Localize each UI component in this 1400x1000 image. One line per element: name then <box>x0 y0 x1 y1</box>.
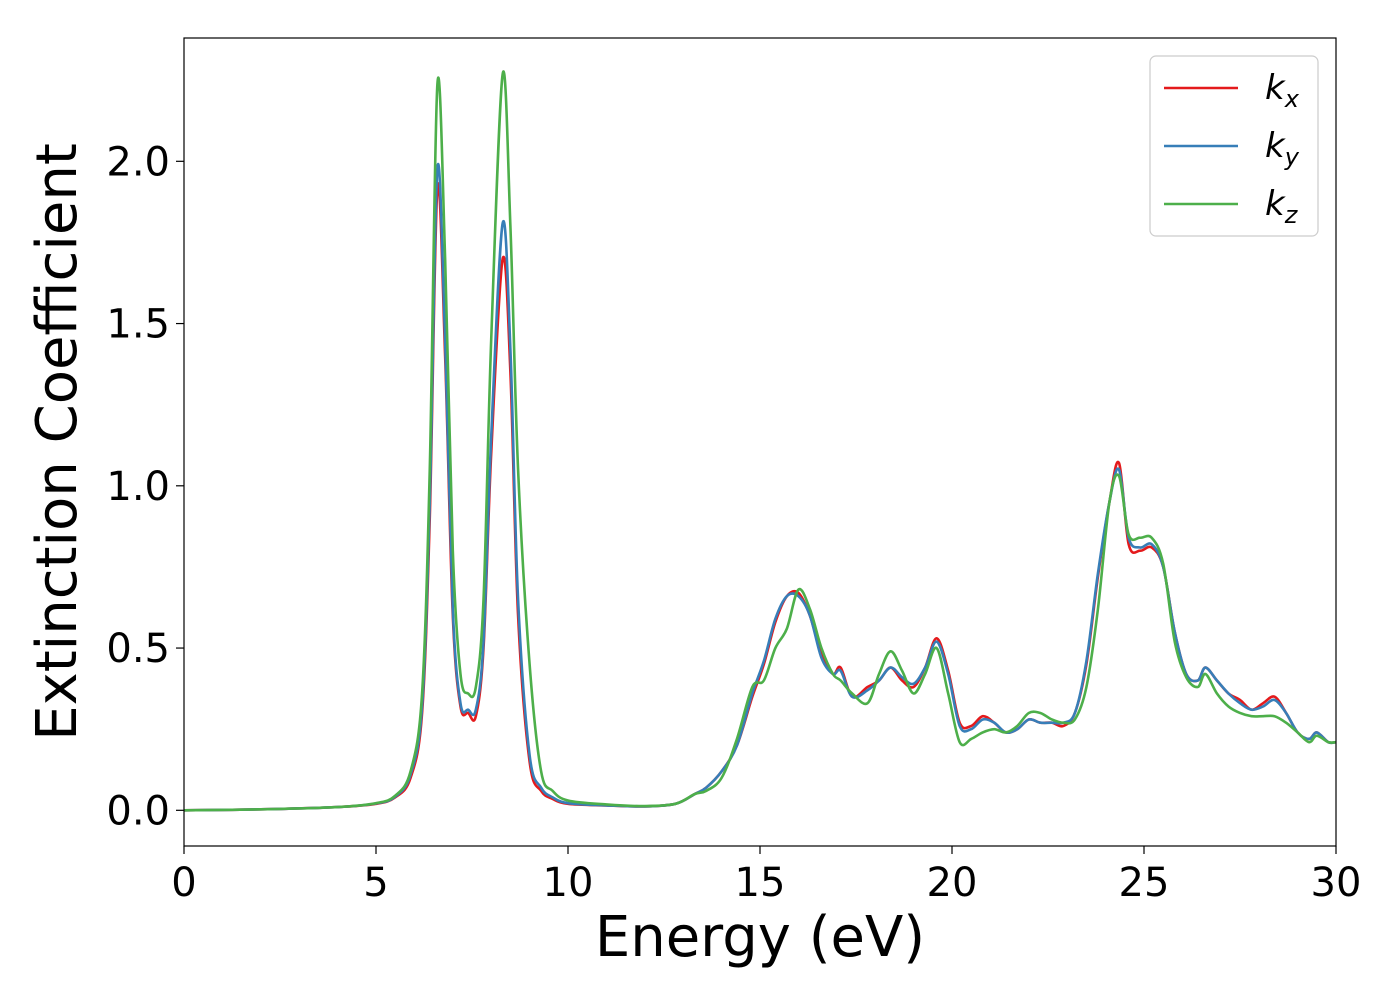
x-axis: 0 5 10 15 20 25 30 <box>171 846 1361 906</box>
y-tick-label: 1.5 <box>106 302 170 348</box>
legend: kx ky kz <box>1149 55 1319 237</box>
legend-label-ky: ky <box>1265 126 1300 171</box>
x-tick-label: 20 <box>927 860 978 906</box>
series-line-kx <box>184 182 1336 812</box>
legend-label-kx: kx <box>1265 68 1300 113</box>
x-tick-label: 25 <box>1119 860 1170 906</box>
x-tick-label: 5 <box>363 860 388 906</box>
y-tick-label: 0.5 <box>106 626 170 672</box>
y-tick-label: 0.0 <box>106 788 170 834</box>
x-tick-label: 15 <box>735 860 786 906</box>
x-tick-label: 0 <box>171 860 196 906</box>
x-tick-label: 30 <box>1311 860 1362 906</box>
y-axis: 0.0 0.5 1.0 1.5 2.0 <box>106 139 184 834</box>
y-axis-title: Extinction Coefficient <box>25 143 90 741</box>
legend-label-kz: kz <box>1265 184 1299 229</box>
x-axis-title: Energy (eV) <box>595 905 925 970</box>
y-tick-label: 1.0 <box>106 464 170 510</box>
series-line-kz <box>184 70 1336 812</box>
y-tick-label: 2.0 <box>106 139 170 185</box>
series-line-ky <box>184 163 1336 812</box>
series-layer <box>184 70 1336 812</box>
x-tick-label: 10 <box>543 860 594 906</box>
